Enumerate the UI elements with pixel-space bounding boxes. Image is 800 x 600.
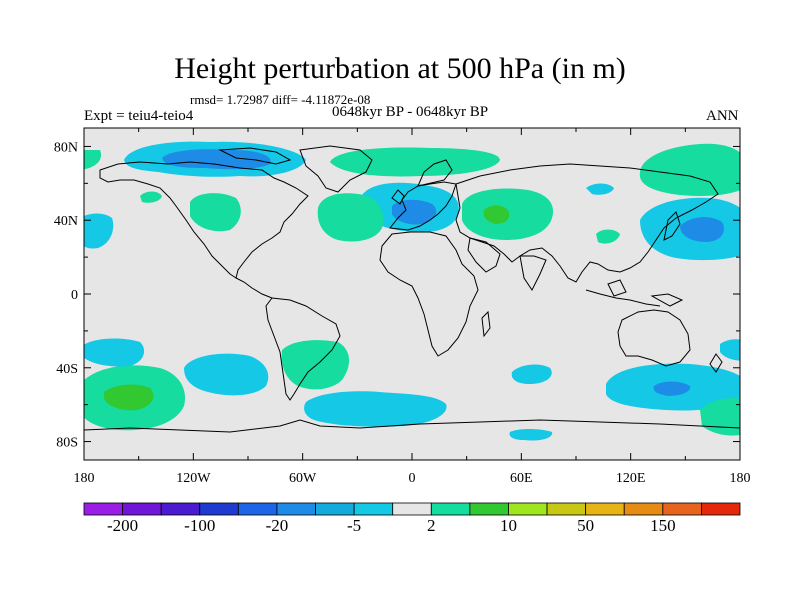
- colorbar-label: -5: [347, 516, 362, 535]
- coastline-indonesia: [585, 289, 661, 307]
- contour-central-asia-core: [483, 205, 510, 224]
- axis-tick-labels: 180 120W 60W 0 60E 120E 180 80N 40N 0 40S 80S: [54, 140, 751, 486]
- coastline-asia: [455, 163, 719, 283]
- coastline-uk: [391, 189, 405, 205]
- x-tick-label: 60E: [510, 471, 533, 486]
- coastline-borneo: [607, 279, 627, 297]
- contour-south-pacific-east: [184, 353, 269, 396]
- coastline-north-america: [99, 161, 309, 279]
- contour-small-pacific: [140, 191, 162, 203]
- colorbar-swatch: [430, 502, 471, 516]
- y-tick-label: 0: [71, 288, 78, 303]
- x-tick-label: 120E: [616, 471, 646, 486]
- colorbar-swatch: [83, 502, 123, 516]
- x-tick-label: 180: [74, 471, 95, 486]
- coastline-antarctica: [84, 419, 740, 433]
- colorbar-swatch: [701, 502, 741, 516]
- contour-east-pacific-south: [720, 339, 740, 361]
- contour-fields: [84, 141, 740, 441]
- contour-arctic-canada-core: [162, 149, 271, 170]
- colorbar-swatch: [160, 502, 201, 516]
- contour-central-north-pacific: [84, 213, 114, 249]
- colorbar-label: 10: [499, 516, 517, 535]
- coastline-australia: [617, 309, 691, 367]
- contour-north-atlantic-core: [392, 199, 437, 225]
- colorbar-swatch: [662, 502, 702, 516]
- contour-south-pacific-north: [84, 338, 145, 367]
- coastline-madagascar: [481, 310, 491, 338]
- contour-southern-indian-small: [511, 364, 552, 384]
- axis-ticks: [83, 128, 741, 460]
- coastline-new-zealand: [709, 353, 723, 373]
- contour-north-pacific-east: [639, 143, 740, 196]
- colorbar-label: -20: [265, 516, 289, 535]
- contour-south-of-australia-core: [653, 381, 691, 396]
- x-tick-label: 120W: [176, 471, 211, 486]
- period-label: 0648kyr BP - 0648kyr BP: [331, 104, 489, 120]
- coastline-scandinavia: [417, 159, 453, 187]
- contour-north-atlantic-west-small: [190, 193, 241, 232]
- contour-north-pacific-west-core: [680, 217, 725, 242]
- colorbar-swatch: [469, 502, 509, 516]
- coastline-europe: [389, 181, 457, 231]
- colorbar-label: -200: [106, 516, 139, 535]
- coastline-south-america: [265, 297, 341, 401]
- x-tick-label: 0: [409, 471, 416, 486]
- coastline-canadian-arctic: [218, 147, 292, 165]
- y-tick-label: 40S: [56, 362, 78, 377]
- colorbar-label: 150: [650, 516, 676, 535]
- coastline-greenland: [299, 145, 373, 193]
- colorbar-swatch: [546, 502, 587, 516]
- coastline-india: [519, 255, 547, 291]
- colorbar: [83, 502, 741, 516]
- coastlines: [84, 145, 740, 433]
- coastline-arabia: [467, 237, 501, 273]
- contour-southern-ocean-africa: [304, 391, 447, 427]
- plot-title: Height perturbation at 500 hPa (in m): [174, 52, 626, 85]
- y-tick-label: 40N: [54, 214, 78, 229]
- colorbar-swatch: [392, 502, 432, 516]
- colorbar-label: 2: [427, 516, 436, 535]
- contour-north-pacific-east-left: [84, 150, 101, 170]
- contour-atlantic-west: [317, 193, 384, 242]
- season-label: ANN: [706, 108, 739, 124]
- stats-text: rmsd= 1.72987 diff= -4.11872e-08: [190, 92, 371, 107]
- y-tick-label: 80N: [54, 140, 78, 155]
- colorbar-swatch: [508, 502, 548, 516]
- coastline-central-america: [235, 277, 273, 299]
- contour-arctic-siberia: [330, 147, 500, 177]
- y-tick-label: 80S: [56, 436, 78, 451]
- coastline-new-guinea: [650, 293, 684, 307]
- contour-south-atlantic: [281, 340, 350, 390]
- coastline-japan: [663, 211, 681, 241]
- colorbar-swatch: [122, 502, 162, 516]
- contour-east-asia-small: [586, 183, 614, 195]
- colorbar-swatch: [276, 502, 316, 516]
- colorbar-swatch: [585, 502, 625, 516]
- colorbar-swatch: [623, 502, 664, 516]
- colorbar-label: -100: [184, 516, 216, 535]
- x-tick-label: 180: [730, 471, 751, 486]
- colorbar-swatch: [315, 502, 355, 516]
- x-tick-label: 60W: [289, 471, 317, 486]
- experiment-label: Expt = teiu4-teio4: [84, 108, 194, 124]
- colorbar-label: 50: [577, 516, 595, 535]
- contour-south-pacific-west-core: [104, 384, 154, 411]
- colorbar-swatch: [353, 502, 394, 516]
- colorbar-swatch: [199, 502, 239, 516]
- contour-east-asia-small2: [596, 229, 620, 244]
- coastline-africa: [379, 231, 479, 357]
- contour-antarctic-small: [509, 429, 553, 441]
- colorbar-swatch: [237, 502, 278, 516]
